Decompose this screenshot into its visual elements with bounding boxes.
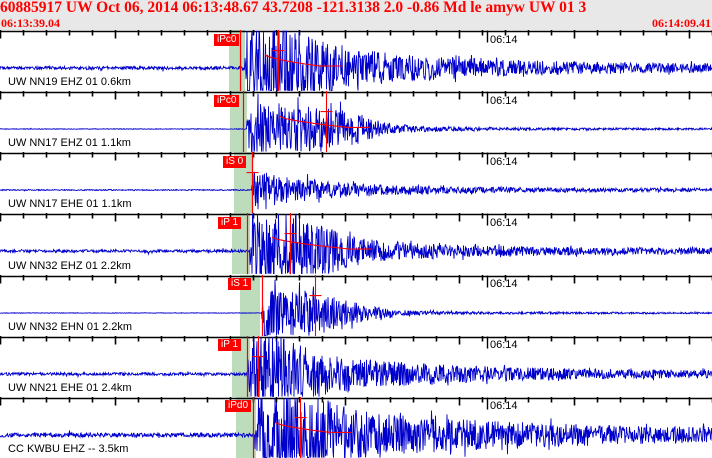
coda-decay-curve	[264, 54, 343, 67]
channel-label: CC KWBU EHZ -- 3.5km	[8, 442, 129, 455]
channel-label: UW NN32 EHN 01 2.2km	[8, 320, 133, 333]
waveform-path	[0, 93, 712, 153]
window-start-time: 06:13:39.04	[1, 16, 60, 30]
phase-pick-label[interactable]: iS 0	[223, 155, 247, 168]
axis-time-label: 06:14	[490, 339, 518, 352]
amplitude-marker[interactable]	[320, 91, 333, 153]
phase-pick-label[interactable]: iS 1	[228, 278, 252, 291]
time-axis	[0, 274, 712, 284]
trace-row[interactable]: iP 1 06:14 UW NN21 EHE 01 2.4km	[0, 335, 712, 397]
axis-time-label: 06:14	[490, 33, 518, 46]
coda-decay-curve	[279, 115, 370, 129]
time-axis	[0, 152, 712, 161]
phase-pick-label[interactable]: iPc0	[214, 33, 240, 46]
amplitude-marker[interactable]	[252, 335, 265, 397]
time-axis	[0, 213, 712, 222]
amplitude-marker[interactable]	[246, 152, 259, 214]
amplitude-marker[interactable]	[284, 213, 297, 275]
trace-rows: iPc0 06:14 UW NN19 EHZ 01 0.6km iPc0 06:14 UW…	[0, 30, 712, 458]
phase-pick-label[interactable]: iPc0	[214, 94, 240, 107]
phase-pick-label[interactable]: iPd0	[225, 400, 252, 413]
waveform-path	[0, 172, 712, 210]
axis-time-label: 06:14	[490, 400, 518, 413]
trace-row[interactable]: iS 0 06:14 UW NN17 EHE 01 1.1km	[0, 152, 712, 214]
phase-pick-label[interactable]: iP 1	[218, 339, 242, 352]
channel-label: UW NN21 EHE 01 2.4km	[8, 381, 132, 394]
trace-row[interactable]: iPd0 06:14 CC KWBU EHZ -- 3.5km	[0, 396, 712, 458]
axis-time-label: 06:14	[490, 278, 518, 291]
waveform-path	[0, 336, 712, 397]
time-axis	[0, 396, 712, 406]
event-title: 60885917 UW Oct 06, 2014 06:13:48.67 43.…	[0, 0, 587, 16]
waveform-path	[0, 30, 712, 92]
trace-row[interactable]: iP 1 06:14 UW NN32 EHZ 01 2.2km	[0, 213, 712, 275]
time-axis	[0, 335, 712, 345]
amplitude-marker[interactable]	[294, 396, 307, 458]
trace-row[interactable]: iPc0 06:14 UW NN17 EHZ 01 1.1km	[0, 91, 712, 153]
channel-label: UW NN32 EHZ 01 2.2km	[8, 259, 131, 272]
phase-pick-label[interactable]: iP 1	[218, 216, 242, 229]
waveform-path	[0, 397, 712, 458]
coda-decay-curve	[274, 421, 353, 433]
trace-row[interactable]: iPc0 06:14 UW NN19 EHZ 01 0.6km	[0, 30, 712, 92]
coda-decay-curve	[271, 236, 372, 251]
channel-label: UW NN19 EHZ 01 0.6km	[8, 76, 131, 89]
window-end-time: 06:14:09.41	[652, 16, 711, 30]
header-bar: 60885917 UW Oct 06, 2014 06:13:48.67 43.…	[0, 0, 712, 30]
trace-row[interactable]: iS 1 06:14 UW NN32 EHN 01 2.2km	[0, 274, 712, 336]
axis-time-label: 06:14	[490, 216, 518, 229]
axis-time-label: 06:14	[490, 94, 518, 107]
channel-label: UW NN17 EHE 01 1.1km	[8, 198, 132, 211]
axis-time-label: 06:14	[490, 155, 518, 168]
channel-label: UW NN17 EHZ 01 1.1km	[8, 137, 131, 150]
time-axis	[0, 30, 712, 39]
amplitude-marker[interactable]	[309, 274, 322, 336]
time-axis	[0, 91, 712, 100]
waveform-path	[0, 279, 712, 336]
amplitude-marker[interactable]	[272, 30, 285, 92]
